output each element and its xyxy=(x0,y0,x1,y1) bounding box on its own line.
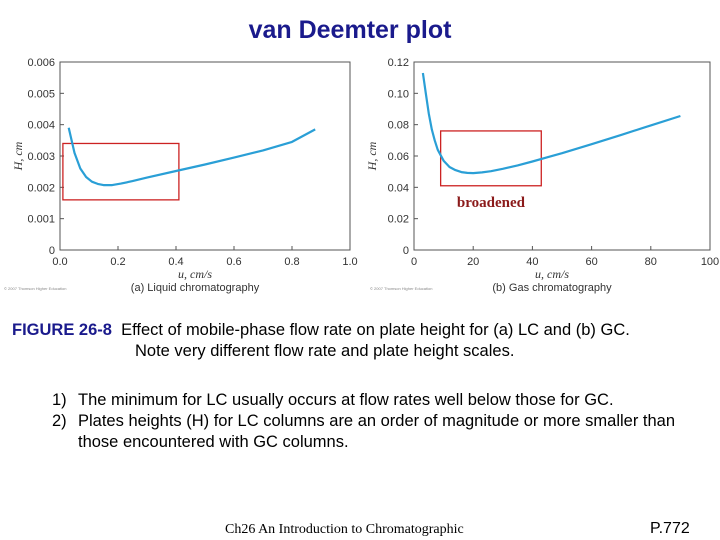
figure-caption-line1: Effect of mobile-phase flow rate on plat… xyxy=(121,321,630,339)
x-tick-label: 0.6 xyxy=(226,256,241,268)
copyright-text: © 2007 Thomson Higher Education xyxy=(370,286,432,291)
x-tick-label: 0.8 xyxy=(284,256,299,268)
x-tick-label: 1.0 xyxy=(342,256,357,268)
x-tick-label: 80 xyxy=(645,256,657,268)
y-tick-label: 0.04 xyxy=(388,182,409,194)
figure-label: FIGURE 26-8 xyxy=(12,321,112,339)
figure-caption: FIGURE 26-8 Effect of mobile-phase flow … xyxy=(12,320,712,362)
chart-caption: (a) Liquid chromatography xyxy=(131,282,260,294)
y-tick-label: 0.001 xyxy=(27,214,55,226)
chart-caption: (b) Gas chromatography xyxy=(492,282,612,294)
y-tick-label: 0.003 xyxy=(27,151,55,163)
plate-height-curve xyxy=(67,127,316,187)
note-number: 2) xyxy=(52,412,67,430)
note-item: 1) The minimum for LC usually occurs at f… xyxy=(52,390,712,411)
x-axis-label: u, cm/s xyxy=(178,267,212,281)
plot-frame xyxy=(59,61,351,251)
plot-frame xyxy=(413,61,711,251)
note-item: 2) Plates heights (H) for LC columns are … xyxy=(52,411,712,453)
y-tick-label: 0.12 xyxy=(388,57,409,69)
footer-text: Ch26 An Introduction to Chromatographic xyxy=(225,522,464,537)
plate-height-curve xyxy=(421,72,681,175)
x-tick-label: 0.4 xyxy=(168,256,183,268)
y-tick-label: 0.002 xyxy=(27,182,55,194)
y-tick-label: 0.02 xyxy=(388,214,409,226)
highlight-box xyxy=(62,142,180,201)
x-axis-label: u, cm/s xyxy=(535,267,569,281)
highlight-box xyxy=(439,130,542,187)
y-tick-label: 0.10 xyxy=(388,88,409,100)
note-text: Plates heights (H) for LC columns are an… xyxy=(78,412,676,451)
x-tick-label: 40 xyxy=(526,256,538,268)
y-axis-label: H, cm xyxy=(11,141,25,171)
y-tick-label: 0.06 xyxy=(388,151,409,163)
x-tick-label: 0.0 xyxy=(52,256,67,268)
broadened-annotation: broadened xyxy=(457,195,526,211)
copyright-text: © 2007 Thomson Higher Education xyxy=(4,286,66,291)
note-text: The minimum for LC usually occurs at flo… xyxy=(78,391,614,409)
x-tick-label: 0 xyxy=(411,256,417,268)
y-tick-label: 0.08 xyxy=(388,120,409,132)
y-tick-label: 0.006 xyxy=(27,57,55,69)
page-number: P.772 xyxy=(650,520,690,537)
gc-chart: 0 0.02 0.04 0.06 0.08 0.10 0.12 0 20 40 60 80 100 H, … xyxy=(365,57,719,294)
y-tick-label: 0.005 xyxy=(27,88,55,100)
y-axis-label: H, cm xyxy=(365,141,379,171)
page-title: van Deemter plot xyxy=(248,16,452,44)
x-tick-label: 100 xyxy=(701,256,719,268)
y-tick-label: 0.004 xyxy=(27,120,55,132)
x-tick-label: 20 xyxy=(467,256,479,268)
note-number: 1) xyxy=(52,391,67,409)
notes-list: 1) The minimum for LC usually occurs at f… xyxy=(52,390,712,453)
figure-caption-line2: Note very different flow rate and plate … xyxy=(135,342,515,360)
y-tick-label: 0 xyxy=(403,245,409,257)
lc-chart: 0 0.001 0.002 0.003 0.004 0.005 0.006 0.0 0.2 0.4… xyxy=(4,57,358,294)
y-tick-label: 0 xyxy=(49,245,55,257)
x-tick-label: 0.2 xyxy=(110,256,125,268)
x-tick-label: 60 xyxy=(585,256,597,268)
